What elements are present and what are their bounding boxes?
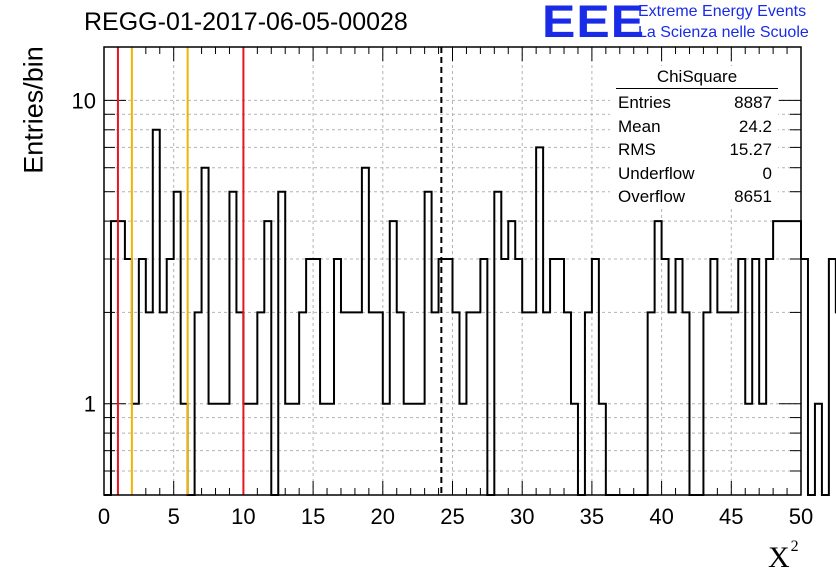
x-tick-label: 15 xyxy=(301,504,325,529)
x-tick-label: 20 xyxy=(371,504,395,529)
stats-row-rms: RMS 15.27 xyxy=(610,138,778,162)
y-tick-label: 10 xyxy=(72,88,96,113)
x-tick-label: 45 xyxy=(719,504,743,529)
x-tick-label: 35 xyxy=(580,504,604,529)
stats-value: 8887 xyxy=(734,93,772,112)
stats-label: Overflow xyxy=(618,187,686,206)
stats-label: Mean xyxy=(618,116,661,136)
stats-value: 8651 xyxy=(734,187,772,206)
stats-title: ChiSquare xyxy=(616,66,778,89)
y-axis-label: Entries/bin xyxy=(18,46,49,174)
stats-value: 15.27 xyxy=(729,140,772,159)
logo-line-2: La Scienza nelle Scuole xyxy=(638,24,809,41)
stats-row-overflow: Overflow 8651 xyxy=(610,185,778,209)
stats-row-mean: Mean 24.2 xyxy=(610,115,778,139)
x-axis-label-sup: 2 xyxy=(790,538,799,555)
x-tick-label: 25 xyxy=(440,504,464,529)
stats-label: RMS xyxy=(618,140,656,159)
x-axis-label: X2 xyxy=(768,538,799,575)
x-tick-label: 40 xyxy=(649,504,673,529)
x-tick-label: 0 xyxy=(98,504,110,529)
x-tick-label: 5 xyxy=(168,504,180,529)
plot-frame xyxy=(103,46,802,496)
stats-row-entries: Entries 8887 xyxy=(610,91,778,115)
y-tick-label: 1 xyxy=(84,392,96,417)
x-axis-label-text: X xyxy=(768,541,790,574)
stats-row-underflow: Underflow 0 xyxy=(610,162,778,186)
eee-logo: EEE xyxy=(542,0,646,48)
logo-line-1: Extreme Energy Events xyxy=(638,3,807,20)
stats-label: Underflow xyxy=(618,163,695,183)
stats-label: Entries xyxy=(618,93,671,112)
stats-value: 0 xyxy=(762,163,772,183)
stats-value: 24.2 xyxy=(738,116,772,136)
chart-title: REGG-01-2017-06-05-00028 xyxy=(84,8,408,36)
stats-box: ChiSquare Entries 8887 Mean 24.2 RMS 15.27 … xyxy=(610,66,778,209)
x-tick-label: 50 xyxy=(789,504,813,529)
x-tick-label: 30 xyxy=(510,504,534,529)
histogram-outline xyxy=(104,128,836,496)
x-tick-label: 10 xyxy=(231,504,255,529)
